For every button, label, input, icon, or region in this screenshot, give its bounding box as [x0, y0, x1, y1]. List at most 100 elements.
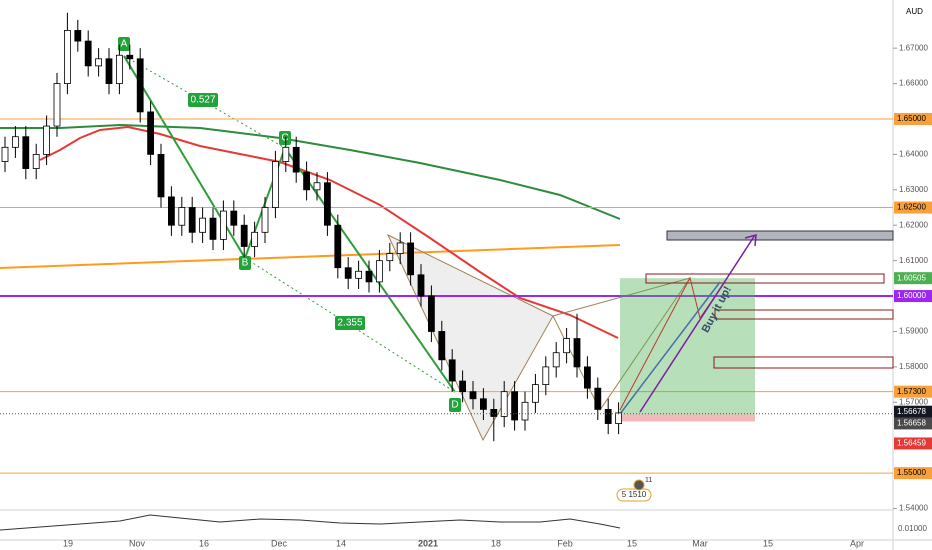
pattern-triangle — [386, 233, 554, 442]
candle-body — [157, 154, 165, 198]
candle-body — [573, 338, 581, 368]
profit-zone — [620, 278, 755, 415]
candle-body — [74, 30, 82, 42]
indicator-line — [0, 514, 621, 531]
price-tag-label: 1.62500 — [897, 203, 926, 212]
annotation-badge — [279, 131, 291, 145]
annotation-label: 2.355 — [337, 318, 362, 329]
price-tag-label: 1.55000 — [897, 468, 926, 477]
annotation-badge — [118, 37, 130, 51]
annotation-label: C — [281, 133, 288, 144]
y-tick-label: 1.66000 — [899, 79, 928, 88]
candle-body — [479, 398, 487, 410]
annotation-label: A — [121, 39, 128, 50]
candle-body — [344, 267, 352, 279]
candle-body — [386, 253, 394, 262]
x-tick-label: Dec — [271, 538, 288, 548]
ma-short — [39, 125, 619, 339]
candle-body — [459, 380, 467, 393]
y-tick-label: 1.64000 — [899, 150, 928, 159]
annotation-badge — [239, 256, 251, 270]
price-tag — [894, 290, 932, 303]
annotation-badge — [449, 398, 461, 412]
candle-body — [407, 242, 415, 276]
x-tick-label: 2021 — [418, 538, 438, 548]
x-tick-label: Feb — [557, 538, 573, 548]
candle-body — [594, 387, 602, 410]
candle-body — [136, 58, 144, 113]
candle-body — [11, 136, 19, 148]
candle-body — [167, 196, 175, 226]
candle-body — [303, 171, 311, 191]
price-tag-label: 1.56459 — [897, 439, 926, 448]
candle-body — [500, 391, 508, 417]
event-label: 5 1510 — [622, 490, 647, 499]
event-badge — [616, 488, 652, 502]
y-tick-label: 1.63000 — [899, 185, 928, 194]
price-tag-label: 1.60505 — [897, 273, 926, 282]
candle-body — [427, 295, 435, 332]
candle-body — [511, 391, 519, 421]
candle-body — [490, 408, 498, 417]
candle-body — [32, 154, 40, 169]
candle-body — [53, 83, 61, 127]
x-tick-label: Apr — [850, 538, 864, 548]
y-tick-label: 1.58000 — [899, 362, 928, 371]
price-tag — [894, 405, 932, 418]
price-tag — [894, 437, 932, 450]
zone-box — [713, 356, 894, 369]
arrow-head — [744, 233, 757, 247]
x-tick-label: Nov — [129, 538, 146, 548]
candle-body — [95, 58, 102, 67]
candle-body — [230, 210, 238, 226]
candle-body — [563, 338, 570, 354]
candle-body — [323, 182, 331, 226]
zone-box — [714, 309, 894, 320]
candle-body — [209, 217, 217, 240]
price-tag — [894, 417, 932, 430]
price-tag-label: 1.57300 — [897, 387, 926, 396]
candle-body — [552, 352, 560, 368]
candle-body — [584, 366, 591, 389]
candle-body — [64, 30, 71, 84]
candle-body — [219, 210, 227, 240]
event-count: 11 — [645, 477, 652, 484]
y-tick-label: 1.59000 — [899, 327, 928, 336]
lower-pane-label: 0.01000 — [898, 524, 927, 533]
candle-body — [355, 270, 363, 279]
candle-body — [313, 182, 321, 191]
trend-line — [0, 244, 621, 269]
bd-ratio-line — [244, 257, 456, 393]
candle-body — [469, 391, 477, 400]
candle-body — [292, 146, 300, 173]
candle-body — [251, 231, 259, 247]
resistance-box — [666, 230, 894, 241]
price-tag-label: 1.60000 — [897, 291, 926, 300]
projection-line — [639, 234, 756, 413]
y-tick-label: 1.54000 — [899, 504, 928, 513]
candle-body — [199, 217, 207, 233]
y-tick-label: 1.67000 — [899, 43, 928, 52]
y-tick-label: 1.61000 — [899, 256, 928, 265]
zone-box — [645, 273, 885, 284]
candle-body — [188, 207, 196, 233]
candle-body — [271, 161, 279, 208]
candle-body — [282, 146, 290, 162]
candle-body — [396, 242, 404, 254]
x-tick-label: 15 — [763, 538, 773, 548]
candle-body — [22, 136, 30, 169]
candle-body — [334, 224, 342, 269]
candle-body — [375, 260, 383, 283]
candle-body — [604, 408, 612, 424]
price-tag-label: 1.56658 — [897, 419, 926, 428]
event-icon — [633, 479, 645, 491]
x-tick-label: 16 — [199, 538, 209, 548]
price-tag — [894, 201, 932, 214]
candle-body — [542, 366, 550, 385]
ac-ratio-line — [123, 55, 286, 149]
price-tag-label: 1.56678 — [897, 407, 926, 416]
candle-body — [438, 331, 446, 361]
candle-body — [43, 125, 50, 155]
